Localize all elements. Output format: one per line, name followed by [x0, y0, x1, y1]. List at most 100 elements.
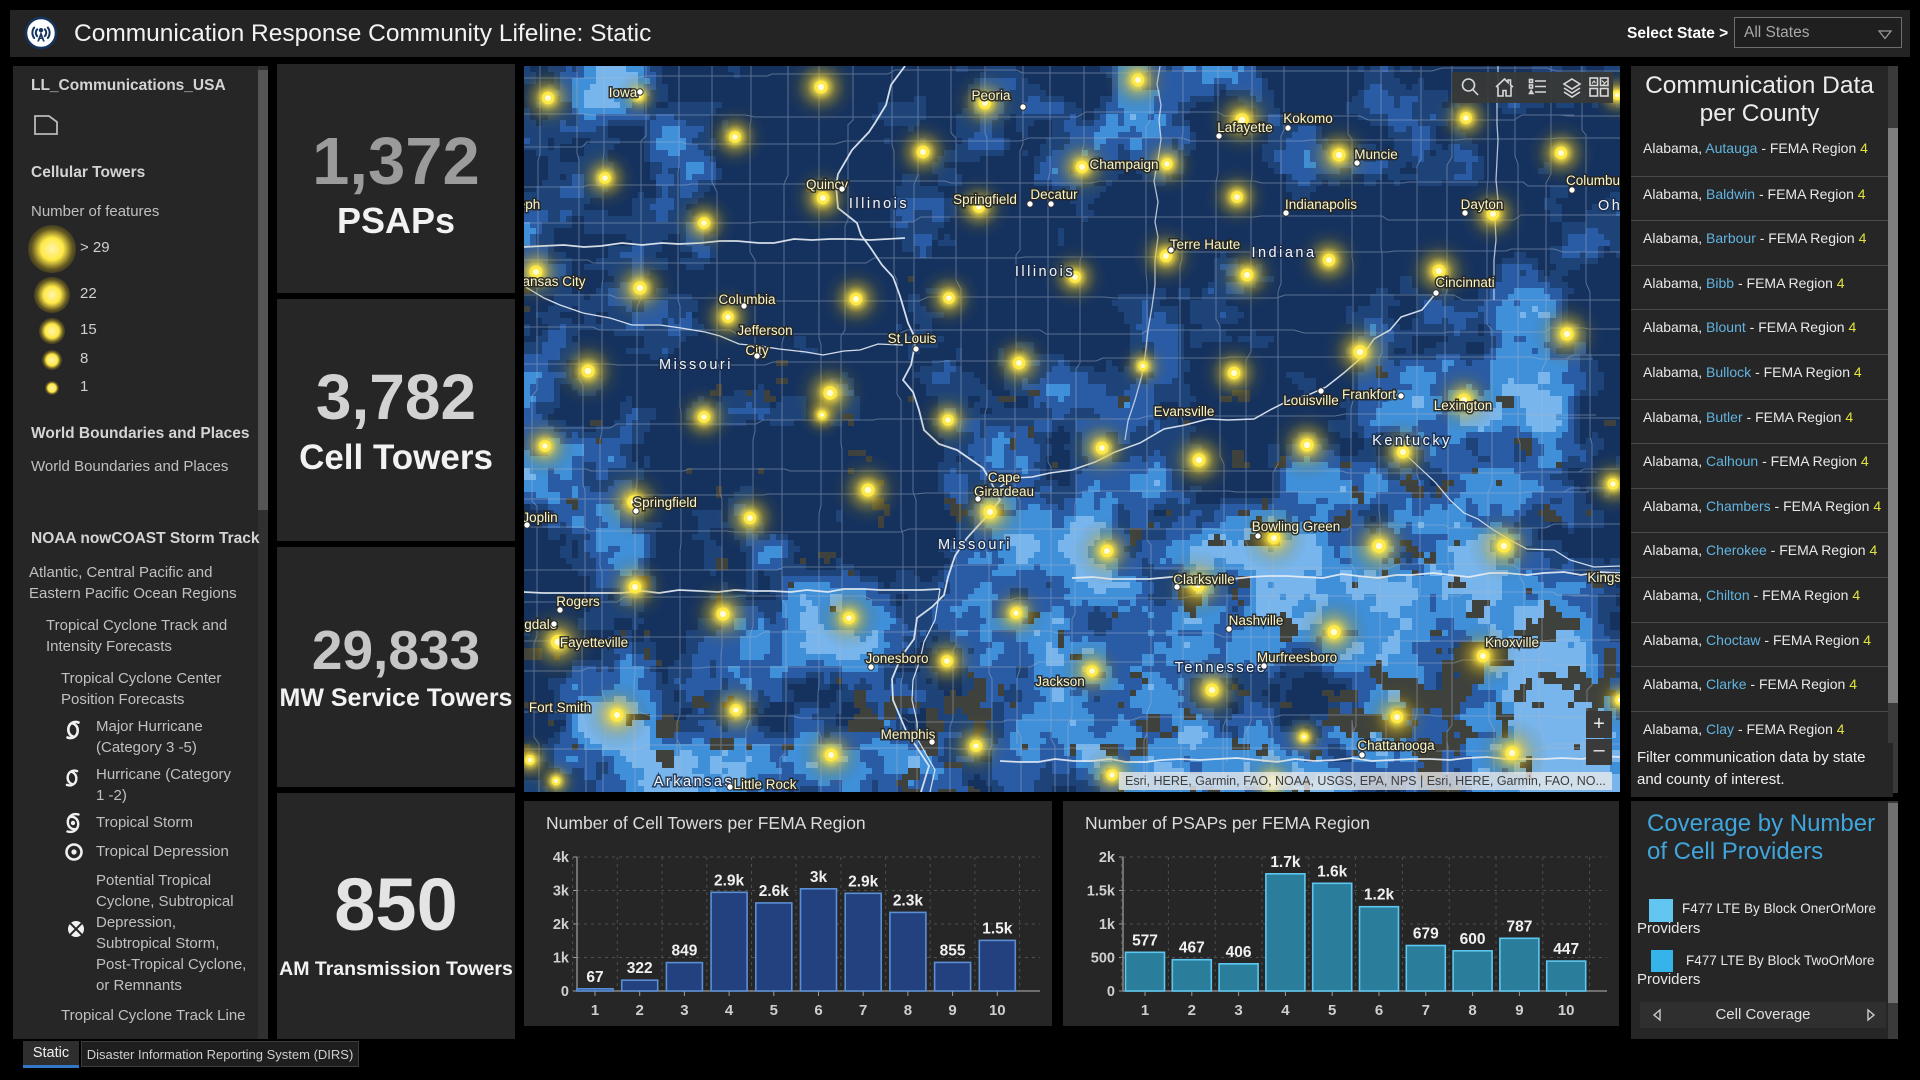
svg-text:0: 0	[1107, 984, 1115, 1000]
svg-text:447: 447	[1553, 941, 1579, 958]
svg-text:2.9k: 2.9k	[848, 873, 879, 890]
svg-text:9: 9	[948, 1002, 956, 1019]
svg-text:Iowa: Iowa	[609, 85, 638, 100]
svg-text:9: 9	[1515, 1002, 1523, 1019]
svg-text:7: 7	[859, 1002, 867, 1019]
svg-text:3: 3	[680, 1002, 688, 1019]
svg-text:ansas City: ansas City	[524, 274, 586, 289]
svg-text:Jonesboro: Jonesboro	[865, 651, 928, 666]
svg-text:Number of PSAPs per FEMA Regio: Number of PSAPs per FEMA Region	[1085, 813, 1370, 833]
svg-text:4k: 4k	[553, 850, 570, 866]
svg-text:Cincinnati: Cincinnati	[1435, 275, 1494, 290]
svg-text:6: 6	[814, 1002, 822, 1019]
svg-text:Lexington: Lexington	[1434, 398, 1493, 413]
svg-text:Chattanooga: Chattanooga	[1357, 738, 1435, 753]
svg-text:Cape: Cape	[988, 470, 1020, 485]
svg-text:600: 600	[1460, 931, 1486, 948]
svg-text:Joplin: Joplin	[524, 510, 558, 525]
svg-text:Kingsp: Kingsp	[1587, 570, 1620, 585]
svg-text:Frankfort: Frankfort	[1342, 387, 1396, 402]
svg-text:Champaign: Champaign	[1089, 157, 1158, 172]
svg-text:322: 322	[627, 960, 653, 977]
svg-text:2.6k: 2.6k	[759, 883, 790, 900]
svg-text:10: 10	[1558, 1002, 1575, 1019]
svg-text:Terre Haute: Terre Haute	[1170, 237, 1241, 252]
svg-text:3k: 3k	[810, 869, 828, 886]
svg-text:Jackson: Jackson	[1035, 674, 1085, 689]
svg-text:Fayetteville: Fayetteville	[560, 635, 628, 650]
svg-text:500: 500	[1091, 951, 1115, 967]
svg-text:Fort Smith: Fort Smith	[529, 700, 591, 715]
svg-text:Nashville: Nashville	[1229, 613, 1284, 628]
svg-text:1.7k: 1.7k	[1270, 854, 1301, 871]
svg-text:67: 67	[586, 969, 603, 986]
svg-text:0: 0	[561, 984, 569, 1000]
svg-text:4: 4	[1281, 1002, 1290, 1019]
svg-text:5: 5	[770, 1002, 778, 1019]
svg-text:Girardeau: Girardeau	[974, 484, 1034, 499]
svg-text:Indianapolis: Indianapolis	[1285, 197, 1357, 212]
svg-text:3: 3	[1234, 1002, 1242, 1019]
svg-text:Murfreesboro: Murfreesboro	[1257, 650, 1337, 665]
svg-text:Bowling Green: Bowling Green	[1252, 519, 1341, 534]
svg-text:467: 467	[1179, 940, 1205, 957]
svg-text:1k: 1k	[1099, 917, 1116, 933]
svg-text:Illinois: Illinois	[849, 196, 909, 212]
svg-text:8: 8	[904, 1002, 912, 1019]
svg-text:1.2k: 1.2k	[1364, 887, 1395, 904]
svg-text:7: 7	[1422, 1002, 1430, 1019]
svg-text:1: 1	[1141, 1002, 1149, 1019]
svg-text:Arkansas: Arkansas	[654, 774, 734, 790]
svg-text:Ohi: Ohi	[1598, 198, 1620, 214]
svg-text:3k: 3k	[553, 884, 570, 900]
svg-text:Dayton: Dayton	[1461, 197, 1504, 212]
svg-text:Missouri: Missouri	[659, 357, 733, 373]
svg-text:Little Rock: Little Rock	[733, 777, 796, 792]
svg-text:2.9k: 2.9k	[714, 872, 745, 889]
svg-text:1k: 1k	[553, 951, 570, 967]
svg-text:eph: eph	[524, 197, 540, 212]
svg-text:Kentucky: Kentucky	[1372, 433, 1452, 449]
svg-text:ngdale: ngdale	[524, 617, 557, 632]
svg-text:Louisville: Louisville	[1283, 393, 1339, 408]
svg-text:Evansville: Evansville	[1154, 404, 1215, 419]
svg-text:Peoria: Peoria	[971, 88, 1011, 103]
svg-text:Jefferson: Jefferson	[737, 323, 792, 338]
svg-text:Rogers: Rogers	[556, 594, 600, 609]
svg-text:2: 2	[1188, 1002, 1196, 1019]
svg-text:849: 849	[671, 943, 697, 960]
svg-text:Knoxville: Knoxville	[1485, 635, 1539, 650]
svg-text:2: 2	[636, 1002, 644, 1019]
svg-text:Clarksville: Clarksville	[1173, 572, 1235, 587]
svg-text:8: 8	[1468, 1002, 1476, 1019]
svg-text:2k: 2k	[553, 917, 570, 933]
svg-text:Number of Cell Towers per FEMA: Number of Cell Towers per FEMA Region	[546, 813, 866, 833]
svg-text:City: City	[745, 343, 768, 358]
svg-text:Decatur: Decatur	[1030, 187, 1078, 202]
svg-text:2k: 2k	[1099, 850, 1116, 866]
svg-text:1.5k: 1.5k	[982, 920, 1013, 937]
svg-text:Muncie: Muncie	[1354, 147, 1398, 162]
svg-text:Kokomo: Kokomo	[1283, 111, 1333, 126]
svg-text:Springfield: Springfield	[953, 192, 1017, 207]
svg-text:406: 406	[1226, 944, 1252, 961]
svg-text:Columbu: Columbu	[1566, 173, 1620, 188]
svg-text:Illinois: Illinois	[1015, 264, 1075, 280]
svg-text:787: 787	[1506, 918, 1532, 935]
svg-text:2.3k: 2.3k	[893, 892, 924, 909]
svg-text:10: 10	[989, 1002, 1006, 1019]
svg-text:St Louis: St Louis	[888, 331, 937, 346]
svg-text:855: 855	[940, 942, 966, 959]
svg-text:5: 5	[1328, 1002, 1336, 1019]
svg-text:6: 6	[1375, 1002, 1383, 1019]
svg-text:Missouri: Missouri	[938, 537, 1012, 553]
svg-text:Columbia: Columbia	[718, 292, 776, 307]
svg-text:577: 577	[1132, 932, 1158, 949]
svg-text:Lafayette: Lafayette	[1217, 120, 1273, 135]
svg-text:1.5k: 1.5k	[1087, 884, 1116, 900]
svg-text:Indiana: Indiana	[1251, 245, 1316, 261]
svg-text:Springfield: Springfield	[633, 495, 697, 510]
svg-text:1.6k: 1.6k	[1317, 863, 1348, 880]
svg-text:679: 679	[1413, 926, 1439, 943]
svg-text:Tennessee: Tennessee	[1175, 660, 1268, 676]
